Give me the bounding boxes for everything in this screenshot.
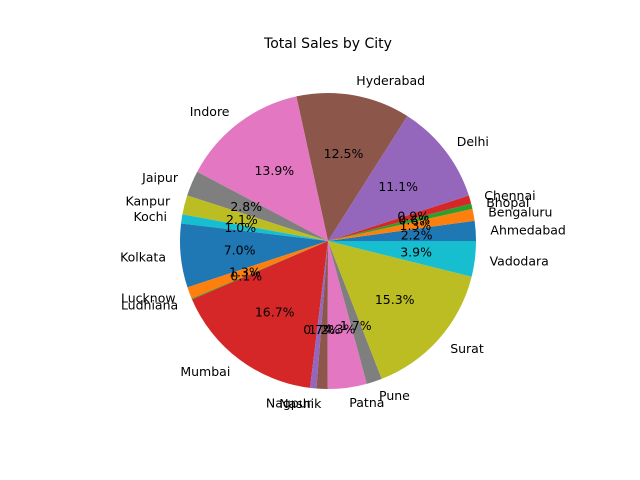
pie-slice-jaipur	[187, 171, 328, 241]
pie-slice-vadodara	[328, 241, 476, 277]
slice-label-patna: Patna	[349, 395, 384, 410]
slice-percent-surat: 15.3%	[375, 292, 415, 307]
pie-slice-surat	[328, 241, 472, 379]
slice-percent-nashik: 1.2%	[309, 322, 341, 337]
slice-percent-kanpur: 2.1%	[226, 212, 258, 227]
chart-title: Total Sales by City	[263, 36, 392, 52]
slice-label-ahmedabad: Ahmedabad	[490, 222, 565, 237]
pie-slice-chennai	[328, 195, 472, 241]
pie-slice-pune	[328, 241, 382, 384]
slice-label-bengaluru: Bengaluru	[488, 205, 552, 220]
slice-percent-vadodara: 3.9%	[400, 244, 432, 259]
slice-label-ludhiana: Ludhiana	[121, 297, 178, 312]
slice-label-kanpur: Kanpur	[126, 194, 171, 209]
slice-label-lucknow: Lucknow	[121, 291, 176, 306]
slice-percent-labels: 2.2%1.3%0.6%0.9%11.1%12.5%13.9%2.8%2.1%1…	[224, 146, 433, 337]
slice-percent-nagpur: 0.7%	[303, 322, 335, 337]
pie-slice-nagpur	[310, 241, 328, 389]
pie-slice-patna	[327, 241, 367, 390]
slice-percent-ludhiana: 0.1%	[230, 268, 262, 283]
slice-label-indore: Indore	[190, 104, 230, 119]
pie-slices	[179, 92, 476, 390]
slice-percent-jaipur: 2.8%	[230, 199, 262, 214]
slice-percent-bhopal: 0.6%	[398, 213, 430, 228]
pie-slice-kanpur	[182, 195, 328, 241]
slice-label-kolkata: Kolkata	[120, 250, 166, 265]
pie-slice-kolkata	[179, 223, 328, 288]
slice-percent-mumbai: 16.7%	[255, 305, 295, 320]
pie-slice-delhi	[328, 116, 469, 241]
slice-percent-pune: 1.7%	[340, 318, 372, 333]
pie-slice-ahmedabad	[328, 220, 476, 241]
slice-label-bhopal: Bhopal	[486, 195, 529, 210]
pie-slice-ludhiana	[191, 241, 328, 300]
slice-percent-delhi: 11.1%	[378, 179, 418, 194]
slice-label-surat: Surat	[450, 341, 484, 356]
slice-percent-chennai: 0.9%	[397, 209, 429, 224]
slice-label-chennai: Chennai	[484, 188, 535, 203]
slice-label-hyderabad: Hyderabad	[356, 73, 425, 88]
slice-label-mumbai: Mumbai	[180, 364, 230, 379]
slice-label-nagpur: Nagpur	[266, 396, 313, 411]
pie-slice-mumbai	[192, 241, 328, 388]
slice-percent-kochi: 1.0%	[224, 220, 256, 235]
slice-percent-ahmedabad: 2.2%	[401, 227, 433, 242]
slice-label-nashik: Nashik	[279, 396, 322, 411]
slice-percent-patna: 4.3%	[324, 322, 356, 337]
pie-slice-lucknow	[187, 241, 328, 299]
pie-slice-bhopal	[328, 203, 473, 241]
slice-percent-hyderabad: 12.5%	[324, 146, 364, 161]
slice-label-kochi: Kochi	[134, 209, 168, 224]
pie-slice-indore	[197, 96, 328, 241]
slice-percent-bengaluru: 1.3%	[400, 218, 432, 233]
slice-label-vadodara: Vadodara	[490, 253, 549, 268]
slice-label-pune: Pune	[379, 388, 410, 403]
slice-percent-indore: 13.9%	[254, 163, 294, 178]
slice-label-delhi: Delhi	[457, 134, 489, 149]
pie-slice-bengaluru	[328, 208, 475, 241]
slice-percent-lucknow: 1.3%	[229, 265, 261, 280]
pie-slice-nashik	[316, 241, 328, 389]
pie-slice-hyderabad	[296, 92, 408, 241]
pie-slice-kochi	[181, 214, 328, 241]
slice-label-jaipur: Jaipur	[141, 170, 179, 185]
slice-percent-kolkata: 7.0%	[224, 242, 256, 257]
